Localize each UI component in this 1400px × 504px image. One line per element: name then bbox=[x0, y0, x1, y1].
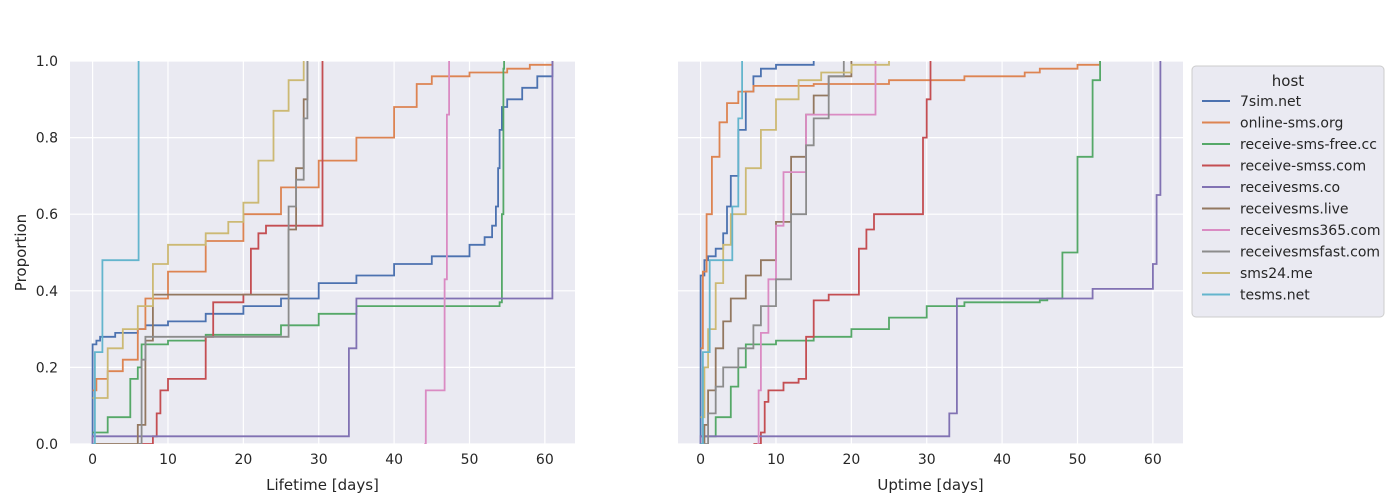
series-line-receivesms-co bbox=[91, 61, 554, 444]
x-tick-label: 10 bbox=[767, 452, 785, 468]
series-line-sms24-me bbox=[92, 61, 305, 399]
series-group bbox=[91, 61, 554, 444]
legend-label: receivesms.live bbox=[1240, 202, 1349, 218]
series-line-receivesmsfast-com bbox=[700, 61, 845, 444]
x-tick-label: 20 bbox=[234, 452, 252, 468]
y-tick-label: 0.4 bbox=[36, 284, 58, 300]
series-line-receivesms365-com bbox=[424, 61, 450, 444]
series-line-receivesmsfast-com bbox=[137, 61, 309, 444]
x-tick-label: 30 bbox=[310, 452, 328, 468]
series-line-receive-smss-com bbox=[753, 61, 932, 444]
y-tick-label: 0.0 bbox=[36, 437, 58, 453]
x-tick-label: 60 bbox=[1144, 452, 1162, 468]
y-tick-label: 0.8 bbox=[36, 131, 58, 147]
legend-label: online-sms.org bbox=[1240, 116, 1343, 132]
x-axis-label: Lifetime [days] bbox=[266, 476, 379, 494]
y-tick-label: 1.0 bbox=[36, 54, 58, 70]
plot-background bbox=[678, 61, 1183, 444]
legend-entries: 7sim.net online-sms.org receive-sms-free.c… bbox=[1202, 94, 1380, 304]
series-line-receivesms365-com bbox=[757, 61, 877, 444]
x-tick-label: 40 bbox=[993, 452, 1011, 468]
x-tick-label: 50 bbox=[461, 452, 479, 468]
x-tick-label: 30 bbox=[918, 452, 936, 468]
legend-label: receivesmsfast.com bbox=[1240, 245, 1380, 261]
series-line-receivesms-live bbox=[700, 61, 853, 444]
legend-label: tesms.net bbox=[1240, 288, 1310, 304]
x-tick-label: 50 bbox=[1069, 452, 1087, 468]
legend-box bbox=[1191, 65, 1385, 318]
series-line-receivesms-co bbox=[699, 61, 1162, 444]
legend-title: host bbox=[1272, 72, 1304, 90]
x-tick-label: 60 bbox=[536, 452, 554, 468]
series-group bbox=[699, 61, 1162, 444]
host-legend: host 7sim.net online-sms.org receive-sms-f… bbox=[1191, 65, 1385, 318]
series-line-sms24-me bbox=[700, 61, 890, 419]
series-line-receive-sms-free-cc bbox=[700, 61, 1101, 438]
y-axis-label: Proportion bbox=[12, 214, 30, 291]
series-line-tesms-net bbox=[92, 61, 140, 444]
legend-label: receive-smss.com bbox=[1240, 159, 1366, 175]
lifetime-ecdf-panel: 0 10 20 30 40 50 60 0.0 0.2 0.4 0.6 0.8 1.0 Lifetime … bbox=[12, 54, 575, 494]
x-axis-label: Uptime [days] bbox=[877, 476, 983, 494]
x-tick-label: 0 bbox=[696, 452, 705, 468]
x-tick-label: 0 bbox=[88, 452, 97, 468]
x-tick-label: 20 bbox=[842, 452, 860, 468]
uptime-ecdf-panel: 0 10 20 30 40 50 60 Uptime [days] bbox=[678, 60, 1183, 494]
x-tick-label: 40 bbox=[385, 452, 403, 468]
legend-label: sms24.me bbox=[1240, 266, 1313, 282]
x-tick-label: 10 bbox=[159, 452, 177, 468]
series-line-7sim-net bbox=[699, 61, 815, 444]
legend-label: receive-sms-free.cc bbox=[1240, 137, 1377, 153]
legend-label: receivesms365.com bbox=[1240, 223, 1380, 239]
series-line-online-sms-org bbox=[700, 61, 1101, 350]
legend-label: receivesms.co bbox=[1240, 180, 1340, 196]
legend-label: 7sim.net bbox=[1240, 94, 1302, 110]
series-line-tesms-net bbox=[700, 61, 743, 444]
y-tick-label: 0.2 bbox=[36, 360, 58, 376]
series-line-receive-sms-free-cc bbox=[92, 61, 505, 434]
series-line-online-sms-org bbox=[92, 61, 554, 392]
y-tick-label: 0.6 bbox=[36, 207, 58, 223]
